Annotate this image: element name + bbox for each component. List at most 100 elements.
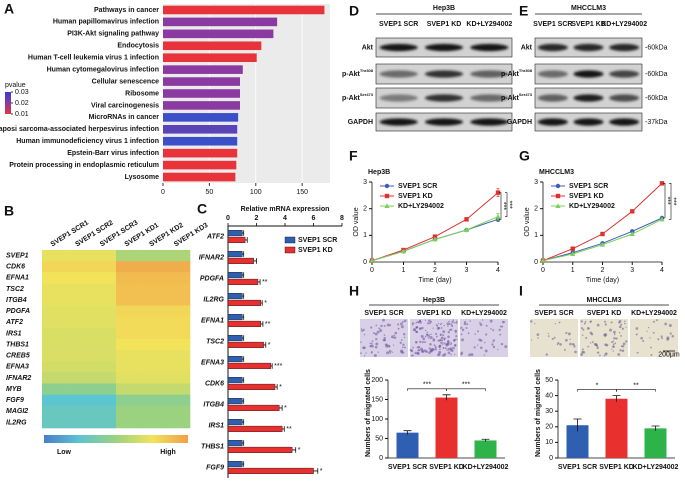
blot-band bbox=[537, 94, 568, 102]
error-bar bbox=[242, 398, 245, 404]
row-label-main: Akt bbox=[362, 44, 374, 51]
heatmap-cell bbox=[66, 250, 92, 262]
cell bbox=[582, 328, 585, 331]
row-label-main: p-Akt bbox=[342, 95, 361, 102]
cell bbox=[433, 338, 436, 341]
bar bbox=[227, 467, 314, 474]
heatmap-cell bbox=[116, 416, 141, 429]
heatmap-cell bbox=[165, 327, 191, 340]
y-tick-label: 100 bbox=[371, 416, 383, 423]
error-bar bbox=[442, 394, 451, 401]
micrograph-label: SVEP1 SCR bbox=[364, 310, 403, 317]
cell bbox=[569, 338, 571, 340]
cell bbox=[397, 327, 400, 330]
x-tick-label: 8 bbox=[340, 215, 344, 222]
bar bbox=[227, 293, 243, 300]
y-tick-label: 40 bbox=[545, 392, 553, 399]
error-bar bbox=[275, 384, 278, 390]
significance-bracket bbox=[407, 388, 447, 391]
heatmap-cell bbox=[91, 361, 117, 373]
blot-band bbox=[424, 118, 464, 126]
point bbox=[659, 216, 665, 222]
x-tick-label: SVEP1 SCR bbox=[388, 464, 427, 471]
cell bbox=[436, 353, 439, 356]
category-label: Cellular senescence bbox=[92, 78, 159, 85]
cell bbox=[589, 321, 592, 323]
significance-bracket bbox=[446, 388, 486, 391]
error-bar bbox=[279, 405, 283, 411]
cell bbox=[450, 343, 452, 346]
bar bbox=[163, 29, 274, 39]
x-tick-label: KD+LY294002 bbox=[633, 464, 679, 471]
row-label: p-AktSer473 bbox=[342, 92, 374, 102]
cell bbox=[377, 351, 379, 353]
lane-label: SVEP1 KD bbox=[427, 21, 462, 28]
micrograph bbox=[460, 319, 508, 357]
cell bbox=[383, 324, 386, 327]
cell bbox=[389, 352, 391, 354]
cell bbox=[376, 330, 380, 334]
bar bbox=[227, 404, 280, 411]
cell bbox=[530, 320, 533, 323]
cell bbox=[432, 327, 434, 329]
cell bbox=[492, 345, 496, 349]
y-axis-title: OD value bbox=[524, 207, 531, 236]
cell bbox=[599, 354, 601, 357]
cell bbox=[652, 320, 655, 323]
size-label: -37kDa bbox=[645, 119, 668, 126]
cell bbox=[371, 340, 374, 343]
bar bbox=[163, 5, 325, 15]
cell bbox=[460, 326, 463, 330]
cell bbox=[619, 349, 622, 352]
error-bar bbox=[242, 293, 245, 299]
cell bbox=[424, 329, 427, 332]
point bbox=[555, 203, 561, 208]
blot-band bbox=[609, 94, 640, 102]
cell bbox=[642, 339, 645, 342]
x-tick-label: 2 bbox=[601, 267, 605, 274]
heatmap-cell bbox=[165, 350, 191, 362]
cell bbox=[657, 338, 660, 341]
blot-band bbox=[573, 118, 604, 126]
significance-label: *** bbox=[670, 197, 677, 205]
heatmap-cell bbox=[140, 339, 166, 351]
cell bbox=[594, 343, 598, 347]
x-tick-label: SVEP1 SCR bbox=[558, 464, 597, 471]
significance-label: *** bbox=[462, 382, 470, 389]
cell bbox=[614, 342, 617, 345]
legend-label: KD+LY294002 bbox=[569, 203, 615, 210]
cell bbox=[414, 329, 417, 332]
cell bbox=[438, 345, 441, 347]
x-tick-label: KD+LY294002 bbox=[463, 464, 509, 471]
cell bbox=[624, 322, 626, 325]
row-label-sup: Ser473 bbox=[360, 92, 374, 97]
blot-band bbox=[379, 70, 418, 78]
cell bbox=[440, 322, 443, 325]
cell bbox=[565, 338, 568, 342]
cell bbox=[492, 341, 494, 343]
y-tick-label: 0 bbox=[363, 259, 367, 266]
bar bbox=[227, 320, 261, 327]
heatmap-cell bbox=[42, 383, 67, 395]
point bbox=[570, 246, 575, 251]
cell bbox=[394, 331, 398, 335]
cell bbox=[536, 333, 540, 336]
cell bbox=[416, 346, 419, 349]
cell bbox=[403, 319, 407, 323]
legend-label: SVEP1 SCR bbox=[398, 183, 437, 190]
heatmap-cell bbox=[91, 327, 117, 340]
y-axis-title: Numbers of migrated cells bbox=[535, 369, 542, 457]
heatmap-cell bbox=[140, 361, 166, 373]
blot-title: MHCCLM3 bbox=[571, 5, 606, 12]
cell bbox=[401, 321, 404, 323]
cell bbox=[424, 335, 427, 338]
cell bbox=[440, 327, 443, 329]
cell bbox=[655, 319, 658, 322]
blot-band bbox=[379, 118, 418, 126]
category-label: Human immunodeficiency virus 1 infection bbox=[16, 138, 159, 145]
row-label: EFNA3 bbox=[6, 364, 29, 371]
point bbox=[495, 190, 501, 195]
heatmap-cell bbox=[140, 394, 166, 407]
x-tick-label: 3 bbox=[630, 267, 634, 274]
cell bbox=[650, 346, 652, 349]
